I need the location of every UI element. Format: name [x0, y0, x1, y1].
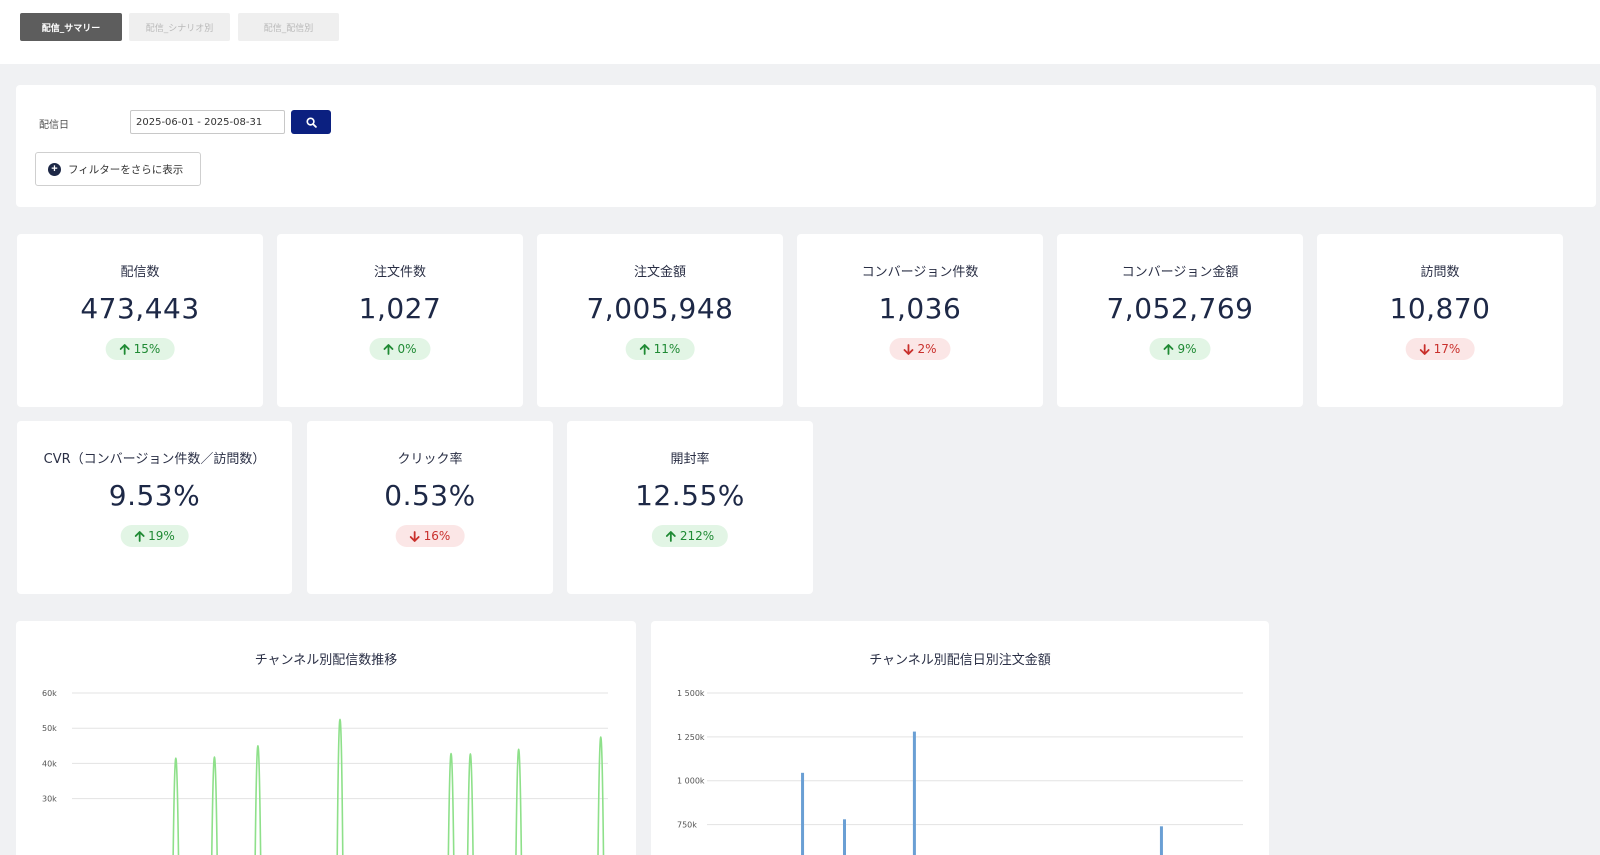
kpi-change-value: 2%	[917, 342, 937, 356]
line-chart-panel: チャンネル別配信数推移 60k 50k 40k 30k	[16, 621, 636, 855]
kpi-change-badge: 9%	[1149, 338, 1211, 360]
kpi-value: 0.53%	[384, 479, 476, 512]
order-amount-bar-chart: 1 500k 1 250k 1 000k 750k	[677, 689, 1243, 855]
line-peak	[254, 744, 262, 855]
y-tick-label: 1 500k	[677, 689, 705, 698]
arrow-up-icon	[639, 343, 650, 355]
arrow-up-icon	[665, 530, 676, 542]
line-peak	[515, 748, 523, 855]
kpi-title: コンバージョン金額	[1121, 265, 1239, 280]
arrow-up-icon	[119, 343, 130, 355]
arrow-down-icon	[409, 530, 420, 542]
kpi-title: CVR（コンバージョン件数／訪問数）	[43, 452, 266, 467]
kpi-change-value: 11%	[653, 342, 681, 356]
kpi-change-badge: 19%	[120, 525, 189, 547]
search-icon	[305, 116, 317, 128]
kpi-card: 注文件数 1,027 0%	[277, 234, 523, 407]
tab-by-scenario[interactable]: 配信_シナリオ別	[129, 13, 230, 41]
delivery-count-line-chart: 60k 50k 40k 30k	[42, 689, 608, 855]
kpi-card: 開封率 12.55% 212%	[567, 421, 813, 594]
bar	[1159, 826, 1163, 855]
kpi-change-value: 9%	[1177, 342, 1197, 356]
kpi-change-value: 16%	[423, 529, 451, 543]
y-tick-label: 1 250k	[677, 733, 705, 742]
line-peak	[336, 718, 344, 855]
kpi-value: 10,870	[1389, 292, 1491, 325]
kpi-change-badge: 212%	[651, 525, 729, 547]
kpi-title: コンバージョン件数	[861, 265, 979, 280]
kpi-title: 配信数	[120, 265, 160, 280]
y-tick-label: 1 000k	[677, 777, 705, 786]
bar-chart-panel: チャンネル別配信日別注文金額 1 500k 1 250k 1 000k 750k	[651, 621, 1269, 855]
y-tick-label: 50k	[42, 724, 57, 733]
tab-summary[interactable]: 配信_サマリー	[20, 13, 122, 41]
kpi-card: CVR（コンバージョン件数／訪問数） 9.53% 19%	[17, 421, 292, 594]
line-peak	[210, 756, 218, 855]
kpi-value: 1,036	[878, 292, 962, 325]
kpi-card: 訪問数 10,870 17%	[1317, 234, 1563, 407]
kpi-card: クリック率 0.53% 16%	[307, 421, 553, 594]
chart-title: チャンネル別配信日別注文金額	[869, 653, 1051, 668]
line-peak	[447, 752, 455, 855]
kpi-card: 注文金額 7,005,948 11%	[537, 234, 783, 407]
kpi-card: コンバージョン件数 1,036 2%	[797, 234, 1043, 407]
kpi-change-value: 15%	[133, 342, 161, 356]
arrow-up-icon	[383, 343, 394, 355]
kpi-value: 7,052,769	[1106, 292, 1254, 325]
kpi-card: コンバージョン金額 7,052,769 9%	[1057, 234, 1303, 407]
line-peak	[466, 753, 474, 855]
y-tick-label: 30k	[42, 795, 57, 804]
kpi-change-badge: 2%	[889, 338, 951, 360]
kpi-value: 9.53%	[108, 479, 201, 512]
bar	[842, 819, 846, 855]
bar	[912, 731, 916, 855]
kpi-change-badge: 0%	[369, 338, 431, 360]
kpi-title: 訪問数	[1420, 265, 1460, 280]
arrow-down-icon	[1419, 343, 1430, 355]
kpi-change-value: 19%	[148, 529, 175, 543]
more-filters-label: フィルターをさらに表示	[68, 163, 184, 176]
date-range-input[interactable]	[130, 110, 285, 134]
arrow-up-icon	[1163, 343, 1174, 355]
bar	[801, 772, 805, 855]
y-tick-label: 40k	[42, 759, 57, 768]
kpi-value: 7,005,948	[586, 292, 734, 325]
top-tab-bar: 配信_サマリー 配信_シナリオ別 配信_配信別	[0, 0, 1600, 64]
kpi-title: 注文件数	[373, 265, 426, 280]
line-peak	[597, 736, 605, 855]
kpi-value: 473,443	[80, 292, 200, 325]
line-peak	[172, 757, 180, 855]
date-filter-label: 配信日	[39, 120, 69, 131]
kpi-title: 開封率	[670, 452, 710, 467]
kpi-change-badge: 15%	[105, 338, 175, 360]
kpi-change-value: 17%	[1433, 342, 1461, 356]
plus-circle-icon: +	[48, 162, 61, 176]
kpi-change-badge: 17%	[1405, 338, 1475, 360]
kpi-value: 12.55%	[635, 479, 745, 512]
tab-by-delivery[interactable]: 配信_配信別	[238, 13, 339, 41]
kpi-title: クリック率	[397, 452, 463, 467]
search-button[interactable]	[291, 110, 331, 134]
kpi-value: 1,027	[358, 292, 442, 325]
kpi-change-value: 212%	[679, 529, 715, 543]
kpi-card: 配信数 473,443 15%	[17, 234, 263, 407]
y-tick-label: 60k	[42, 689, 57, 698]
kpi-change-badge: 11%	[625, 338, 695, 360]
kpi-change-badge: 16%	[395, 525, 465, 547]
y-tick-label: 750k	[677, 821, 697, 830]
arrow-down-icon	[903, 343, 914, 355]
more-filters-button[interactable]: + フィルターをさらに表示	[35, 152, 201, 186]
kpi-change-value: 0%	[397, 342, 417, 356]
arrow-up-icon	[134, 530, 145, 542]
filter-panel: 配信日 + フィルターをさらに表示	[16, 85, 1596, 207]
kpi-title: 注文金額	[633, 265, 686, 280]
chart-title: チャンネル別配信数推移	[254, 653, 398, 668]
